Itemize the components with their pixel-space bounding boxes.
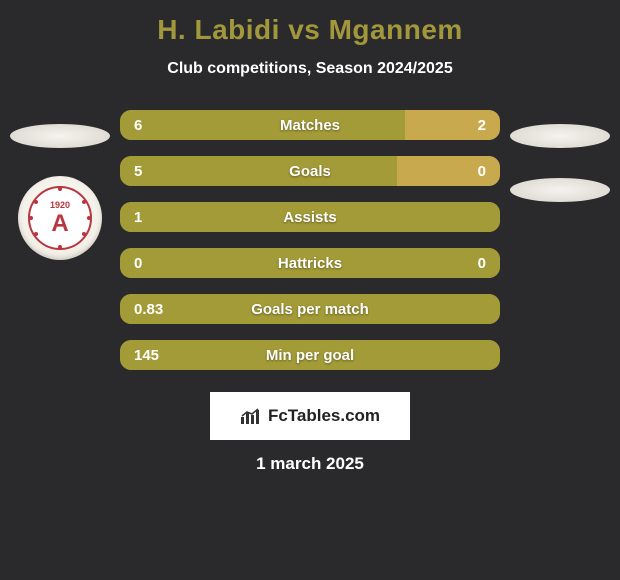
stat-value-left: 0.83 — [134, 294, 163, 324]
image-date: 1 march 2025 — [0, 454, 620, 474]
stat-label: Hattricks — [120, 248, 500, 278]
stat-value-left: 1 — [134, 202, 142, 232]
chart-icon — [240, 407, 262, 425]
stats-container: Matches62Goals50Assists1Hattricks00Goals… — [0, 110, 620, 370]
stat-row: Matches6 2 — [120, 110, 500, 140]
stat-value-left: 0 — [134, 248, 142, 278]
stat-value-left: 5 — [134, 156, 142, 186]
stat-label: Goals per match — [120, 294, 500, 324]
stat-value-left: 145 — [134, 340, 159, 370]
branding-text: FcTables.com — [268, 406, 380, 426]
stat-row: Goals5 0 — [120, 156, 500, 186]
stat-value-right: 0 — [478, 156, 486, 186]
stat-value-left: 6 — [134, 110, 142, 140]
subtitle: Club competitions, Season 2024/2025 — [0, 60, 620, 78]
stat-value-right: 0 — [478, 248, 486, 278]
page-title: H. Labidi vs Mgannem — [0, 0, 620, 46]
stat-value-right: 2 — [478, 110, 486, 140]
stat-label: Goals — [120, 156, 500, 186]
stat-row: Assists1 — [120, 202, 500, 232]
stat-row: Goals per match0.83 — [120, 294, 500, 324]
stat-label: Assists — [120, 202, 500, 232]
stat-row: Min per goal145 — [120, 340, 500, 370]
branding-badge: FcTables.com — [210, 392, 410, 440]
stat-label: Min per goal — [120, 340, 500, 370]
stat-row: Hattricks0 0 — [120, 248, 500, 278]
stat-label: Matches — [120, 110, 500, 140]
